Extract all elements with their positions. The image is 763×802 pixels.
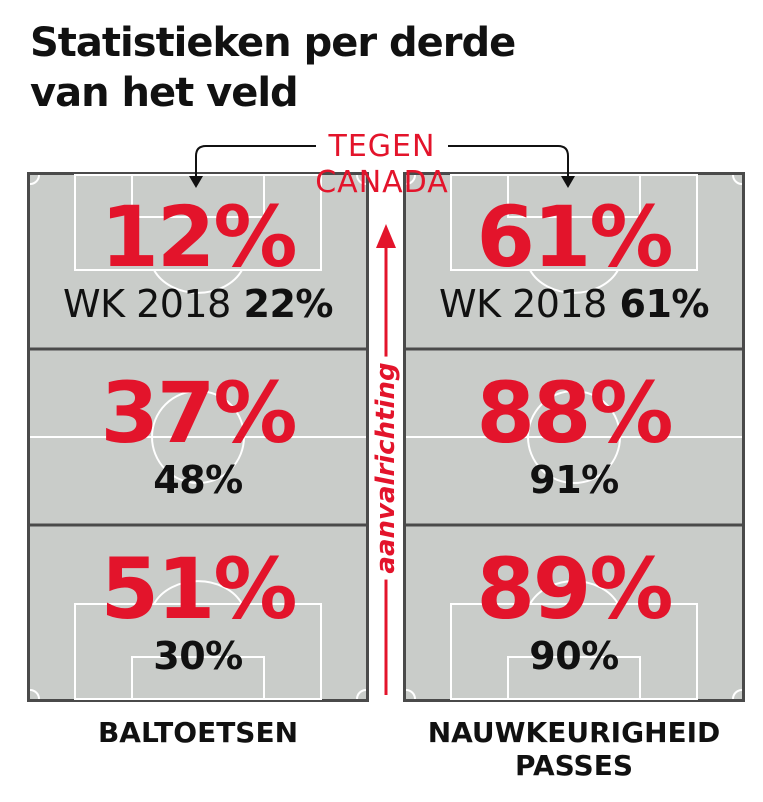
pitch-baltoetsen: 12% WK 2018 22% 37% 48% 51% 30% bbox=[27, 172, 369, 702]
stat-compare-line: WK 2018 22% bbox=[27, 282, 369, 326]
pitch-passes: 61% WK 2018 61% 88% 91% 89% 90% bbox=[403, 172, 745, 702]
stat-value: 89% bbox=[476, 540, 673, 638]
stat-compare-value: 90% bbox=[529, 634, 619, 678]
stat-value: 37% bbox=[100, 364, 297, 462]
third-middle: 88% 91% bbox=[403, 368, 745, 502]
stat-compare-value: 30% bbox=[153, 634, 243, 678]
direction-label: aanvalrichting bbox=[371, 356, 401, 580]
stat-compare-line: WK 2018 61% bbox=[403, 282, 745, 326]
stat-compare-prefix: WK 2018 bbox=[63, 282, 231, 326]
panel-label-baltoetsen: BALTOETSEN bbox=[97, 716, 299, 749]
stat-compare-value: 48% bbox=[153, 458, 243, 502]
stat-compare-value: 91% bbox=[529, 458, 619, 502]
third-defending: 89% 90% bbox=[403, 544, 745, 678]
connector-left-arrow bbox=[195, 145, 316, 178]
connector-right-arrow bbox=[448, 145, 569, 178]
third-defending: 51% 30% bbox=[27, 544, 369, 678]
panel-label-passes-line1: NAUWKEURIGHEID bbox=[427, 716, 721, 749]
stat-value: 61% bbox=[476, 188, 673, 286]
direction-arrow-icon bbox=[376, 224, 396, 248]
third-attacking: 61% WK 2018 61% bbox=[403, 192, 745, 326]
stat-compare-value: 22% bbox=[243, 282, 334, 326]
stat-value: 88% bbox=[476, 364, 673, 462]
header-label-line2: CANADA bbox=[315, 165, 449, 200]
stat-value: 51% bbox=[100, 540, 297, 638]
stat-compare-value: 61% bbox=[619, 282, 710, 326]
third-attacking: 12% WK 2018 22% bbox=[27, 192, 369, 326]
header-label-line1: TEGEN bbox=[328, 129, 436, 164]
pitch-graphic bbox=[403, 172, 745, 702]
third-middle: 37% 48% bbox=[27, 368, 369, 502]
arrowhead-left-icon bbox=[189, 176, 203, 188]
stat-compare-prefix: WK 2018 bbox=[439, 282, 607, 326]
stat-value: 12% bbox=[100, 188, 297, 286]
page-title: Statistieken per derde van het veld bbox=[30, 20, 516, 116]
pitch-graphic bbox=[27, 172, 369, 702]
arrowhead-right-icon bbox=[561, 176, 575, 188]
panel-label-passes-line2: PASSES bbox=[515, 749, 633, 782]
